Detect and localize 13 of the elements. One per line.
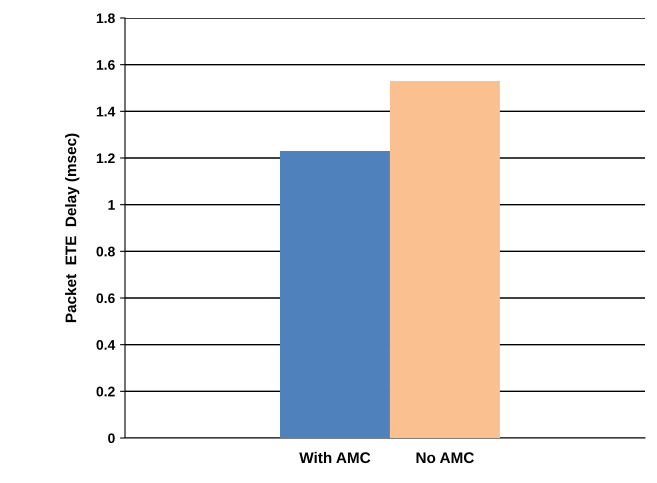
y-tick-label: 1.2 <box>96 153 115 164</box>
y-tick-label: 0 <box>108 433 115 444</box>
y-tick-label: 0.6 <box>96 293 115 304</box>
y-tick-label: 1.8 <box>96 13 115 24</box>
y-tick-label: 1.4 <box>96 106 116 116</box>
x-tick-label: No AMC <box>416 452 474 464</box>
y-tick-label: 1 <box>108 200 115 210</box>
y-tick-label: 1.6 <box>96 60 115 70</box>
y-axis-title: Packet ETE Delay (msec) <box>65 134 80 322</box>
x-tick-label: With AMC <box>299 452 370 464</box>
y-tick-label: 0.4 <box>96 340 116 350</box>
y-tick-label: 0.8 <box>96 246 115 257</box>
y-tick-label: 0.2 <box>96 386 115 397</box>
